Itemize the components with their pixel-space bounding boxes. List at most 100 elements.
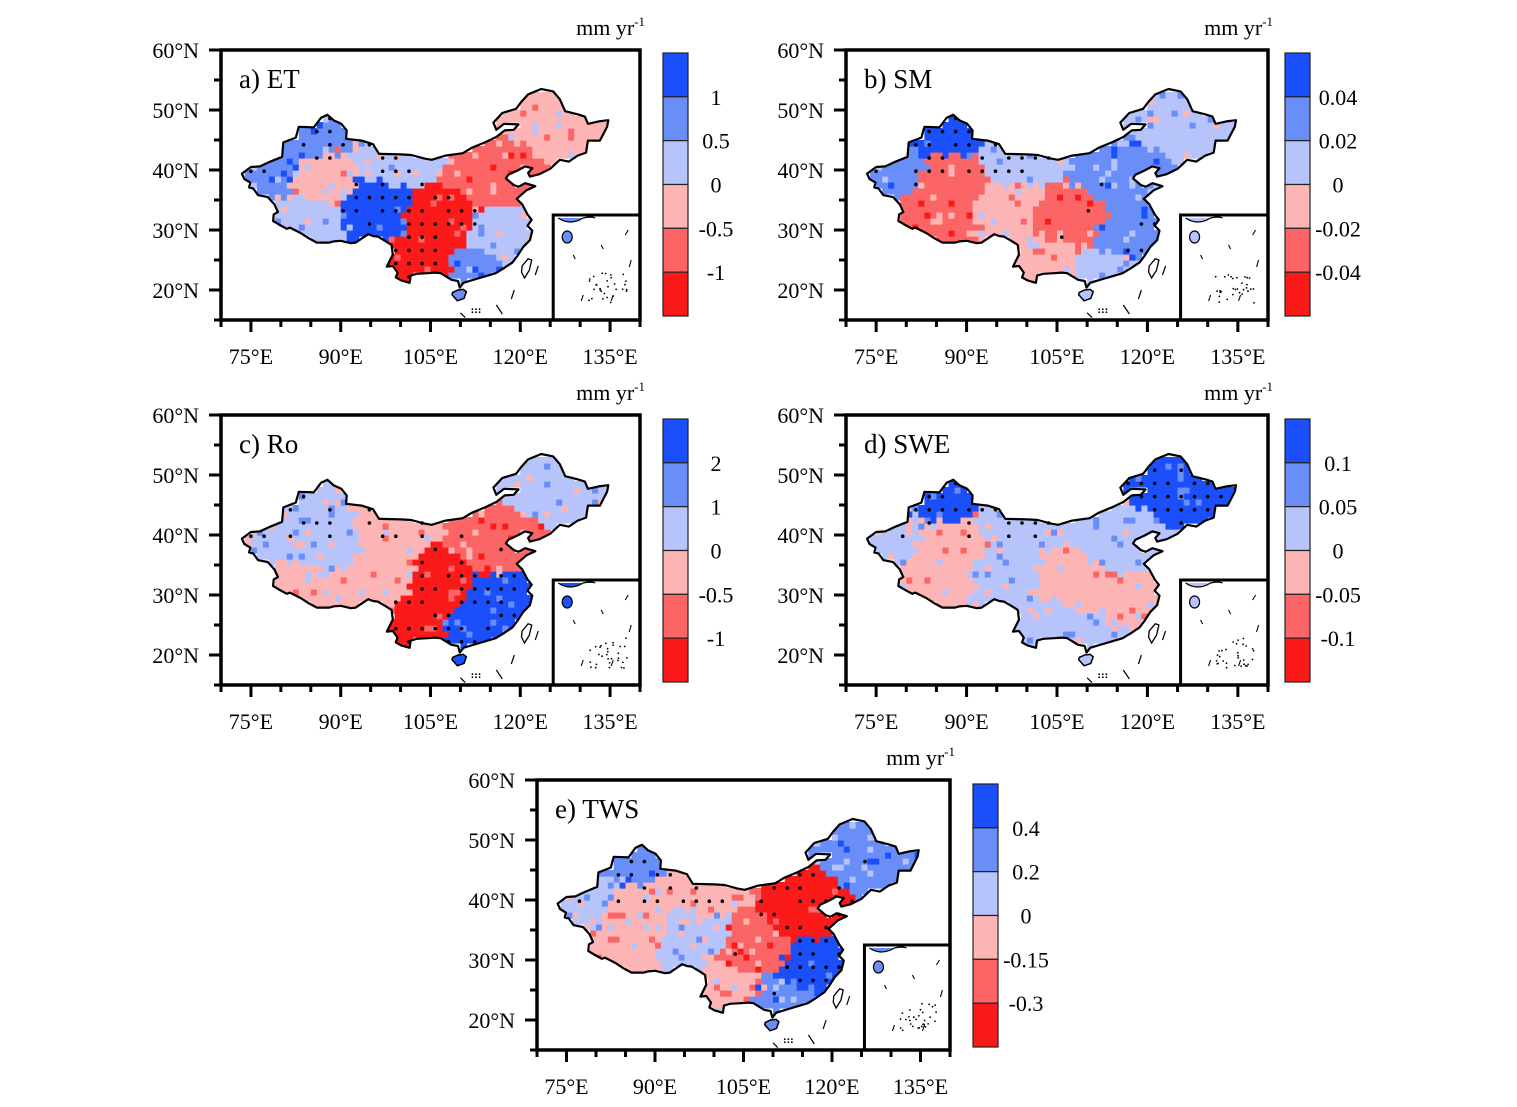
grid-cell bbox=[532, 152, 539, 159]
grid-cell bbox=[1117, 505, 1124, 512]
grid-cell bbox=[1135, 230, 1142, 237]
grid-cell bbox=[436, 206, 444, 213]
grid-cell bbox=[672, 930, 680, 937]
grid-cell bbox=[1063, 194, 1070, 201]
grid-cell bbox=[918, 206, 925, 213]
grid-cell bbox=[1123, 182, 1130, 189]
grid-cell bbox=[346, 158, 354, 165]
grid-cell bbox=[984, 529, 992, 536]
grid-cell bbox=[948, 559, 956, 566]
grid-cell bbox=[978, 541, 986, 548]
grid-cell bbox=[1057, 206, 1064, 213]
grid-cell bbox=[364, 583, 372, 590]
grid-cell bbox=[556, 505, 563, 512]
hainan-island bbox=[1077, 288, 1095, 302]
grid-cell bbox=[978, 571, 986, 578]
grid-cell bbox=[578, 906, 585, 913]
grid-cell bbox=[1057, 553, 1064, 560]
grid-cell bbox=[370, 529, 378, 536]
grid-cell bbox=[942, 128, 950, 135]
grid-cell bbox=[996, 517, 1004, 524]
grid-cell bbox=[298, 140, 306, 147]
grid-cell bbox=[526, 469, 533, 476]
grid-cell bbox=[472, 176, 479, 183]
grid-cell bbox=[690, 900, 697, 907]
grid-cell bbox=[714, 960, 721, 967]
stipple-dot bbox=[459, 626, 464, 631]
grid-cell bbox=[731, 972, 739, 979]
grid-cell bbox=[508, 607, 515, 614]
grid-cell bbox=[1044, 607, 1052, 614]
grid-cell bbox=[544, 499, 551, 506]
grid-cell bbox=[666, 924, 674, 931]
grid-cell bbox=[1044, 182, 1052, 189]
grid-cell bbox=[1129, 601, 1136, 608]
grid-cell bbox=[1051, 559, 1058, 566]
grid-cell bbox=[1195, 128, 1203, 135]
grid-cell bbox=[328, 158, 336, 165]
grid-cell bbox=[412, 595, 420, 602]
grid-cell bbox=[382, 553, 390, 560]
grid-cell bbox=[984, 595, 992, 602]
grid-cell bbox=[1195, 499, 1203, 506]
grid-cell bbox=[708, 924, 715, 931]
stipple-dot bbox=[315, 156, 319, 160]
grid-cell bbox=[328, 487, 336, 494]
stipple-dot bbox=[459, 534, 464, 538]
grid-cell bbox=[1195, 140, 1203, 147]
grid-cell bbox=[672, 960, 680, 967]
stipple-dot bbox=[459, 640, 464, 644]
grid-cell bbox=[508, 110, 515, 117]
grid-cell bbox=[978, 559, 986, 566]
grid-cell bbox=[1171, 469, 1179, 476]
grid-cell bbox=[1063, 625, 1070, 632]
grid-cell bbox=[334, 493, 342, 500]
inset-island bbox=[1232, 641, 1235, 643]
grid-cell bbox=[538, 122, 545, 129]
grid-cell bbox=[1075, 625, 1082, 632]
grid-cell bbox=[538, 487, 545, 494]
grid-cell bbox=[490, 547, 497, 554]
grid-cell bbox=[996, 535, 1004, 542]
grid-cell bbox=[1093, 182, 1100, 189]
grid-cell bbox=[749, 990, 756, 997]
grid-cell bbox=[876, 182, 883, 189]
y-tick-label: 50°N bbox=[152, 463, 199, 488]
grid-cell bbox=[430, 236, 438, 243]
grid-cell bbox=[684, 912, 691, 919]
grid-cell bbox=[1099, 272, 1106, 279]
inset-island bbox=[625, 290, 628, 292]
grid-cell bbox=[1093, 260, 1100, 267]
grid-cell bbox=[520, 98, 527, 105]
grid-cell bbox=[954, 218, 962, 225]
grid-cell bbox=[502, 625, 509, 632]
grid-cell bbox=[520, 469, 527, 476]
grid-cell bbox=[954, 577, 962, 584]
grid-cell bbox=[737, 936, 745, 943]
grid-cell bbox=[1153, 493, 1161, 500]
grid-cell bbox=[538, 493, 545, 500]
grid-cell bbox=[394, 242, 402, 249]
grid-cell bbox=[484, 589, 491, 596]
grid-cell bbox=[1117, 547, 1124, 554]
grid-cell bbox=[406, 559, 414, 566]
grid-cell bbox=[1081, 182, 1088, 189]
grid-cell bbox=[1219, 493, 1227, 500]
grid-cell bbox=[1051, 182, 1058, 189]
grid-cell bbox=[1129, 152, 1136, 159]
grid-cell bbox=[960, 523, 968, 530]
grid-cell bbox=[346, 176, 354, 183]
grid-cell bbox=[1069, 206, 1076, 213]
grid-cell bbox=[613, 918, 621, 925]
grid-cell bbox=[743, 990, 750, 997]
grid-cell bbox=[1117, 146, 1124, 153]
grid-cell bbox=[286, 541, 294, 548]
grid-cell bbox=[400, 260, 408, 267]
grid-cell bbox=[514, 218, 521, 225]
grid-cell bbox=[942, 517, 950, 524]
grid-cell bbox=[936, 212, 943, 219]
grid-cell bbox=[1153, 152, 1161, 159]
grid-cell bbox=[1057, 266, 1064, 273]
grid-cell bbox=[436, 212, 444, 219]
stipple-dot bbox=[380, 534, 385, 538]
